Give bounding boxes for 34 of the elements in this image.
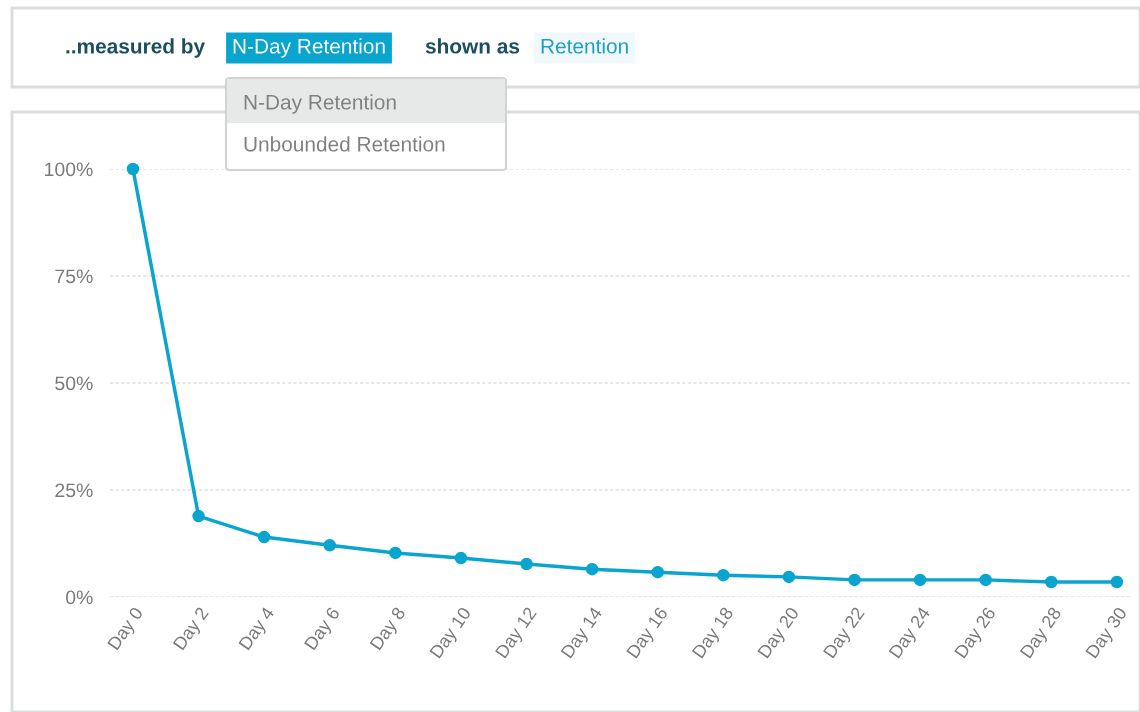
point	[717, 568, 730, 582]
text: N-Day Retention	[244, 94, 396, 114]
text: shown as	[425, 38, 520, 54]
point	[192, 509, 205, 523]
y-tick-label: 100%	[45, 162, 93, 177]
x-tick-label: Day 18	[691, 606, 737, 661]
point	[1045, 575, 1058, 589]
point	[782, 570, 796, 584]
text: Retention	[541, 38, 628, 54]
text: N-Day Retention	[233, 38, 385, 58]
point	[651, 565, 664, 579]
y-tick-label: 0%	[65, 590, 93, 605]
x-tick-label: Day 0	[107, 606, 147, 653]
point	[323, 538, 336, 552]
y-tick-label: 50%	[55, 376, 93, 391]
y-tick-label: 75%	[55, 269, 93, 284]
point	[979, 573, 992, 587]
point	[913, 573, 927, 587]
x-tick-label: Day 2	[172, 606, 212, 653]
point	[454, 551, 468, 565]
x-tick-label: Day 28	[1019, 606, 1065, 661]
point	[257, 530, 271, 544]
point	[585, 562, 599, 576]
point	[1110, 575, 1124, 589]
text: Unbounded Retention	[244, 136, 445, 152]
x-tick-label: Day 6	[303, 606, 344, 653]
x-tick-label: Day 4	[238, 606, 278, 653]
x-tick-label: Day 8	[369, 606, 409, 653]
text: ..measured by	[66, 38, 205, 58]
point	[389, 546, 402, 560]
point	[126, 162, 140, 176]
y-tick-label: 25%	[55, 483, 93, 498]
point	[848, 573, 861, 587]
point	[520, 557, 533, 571]
